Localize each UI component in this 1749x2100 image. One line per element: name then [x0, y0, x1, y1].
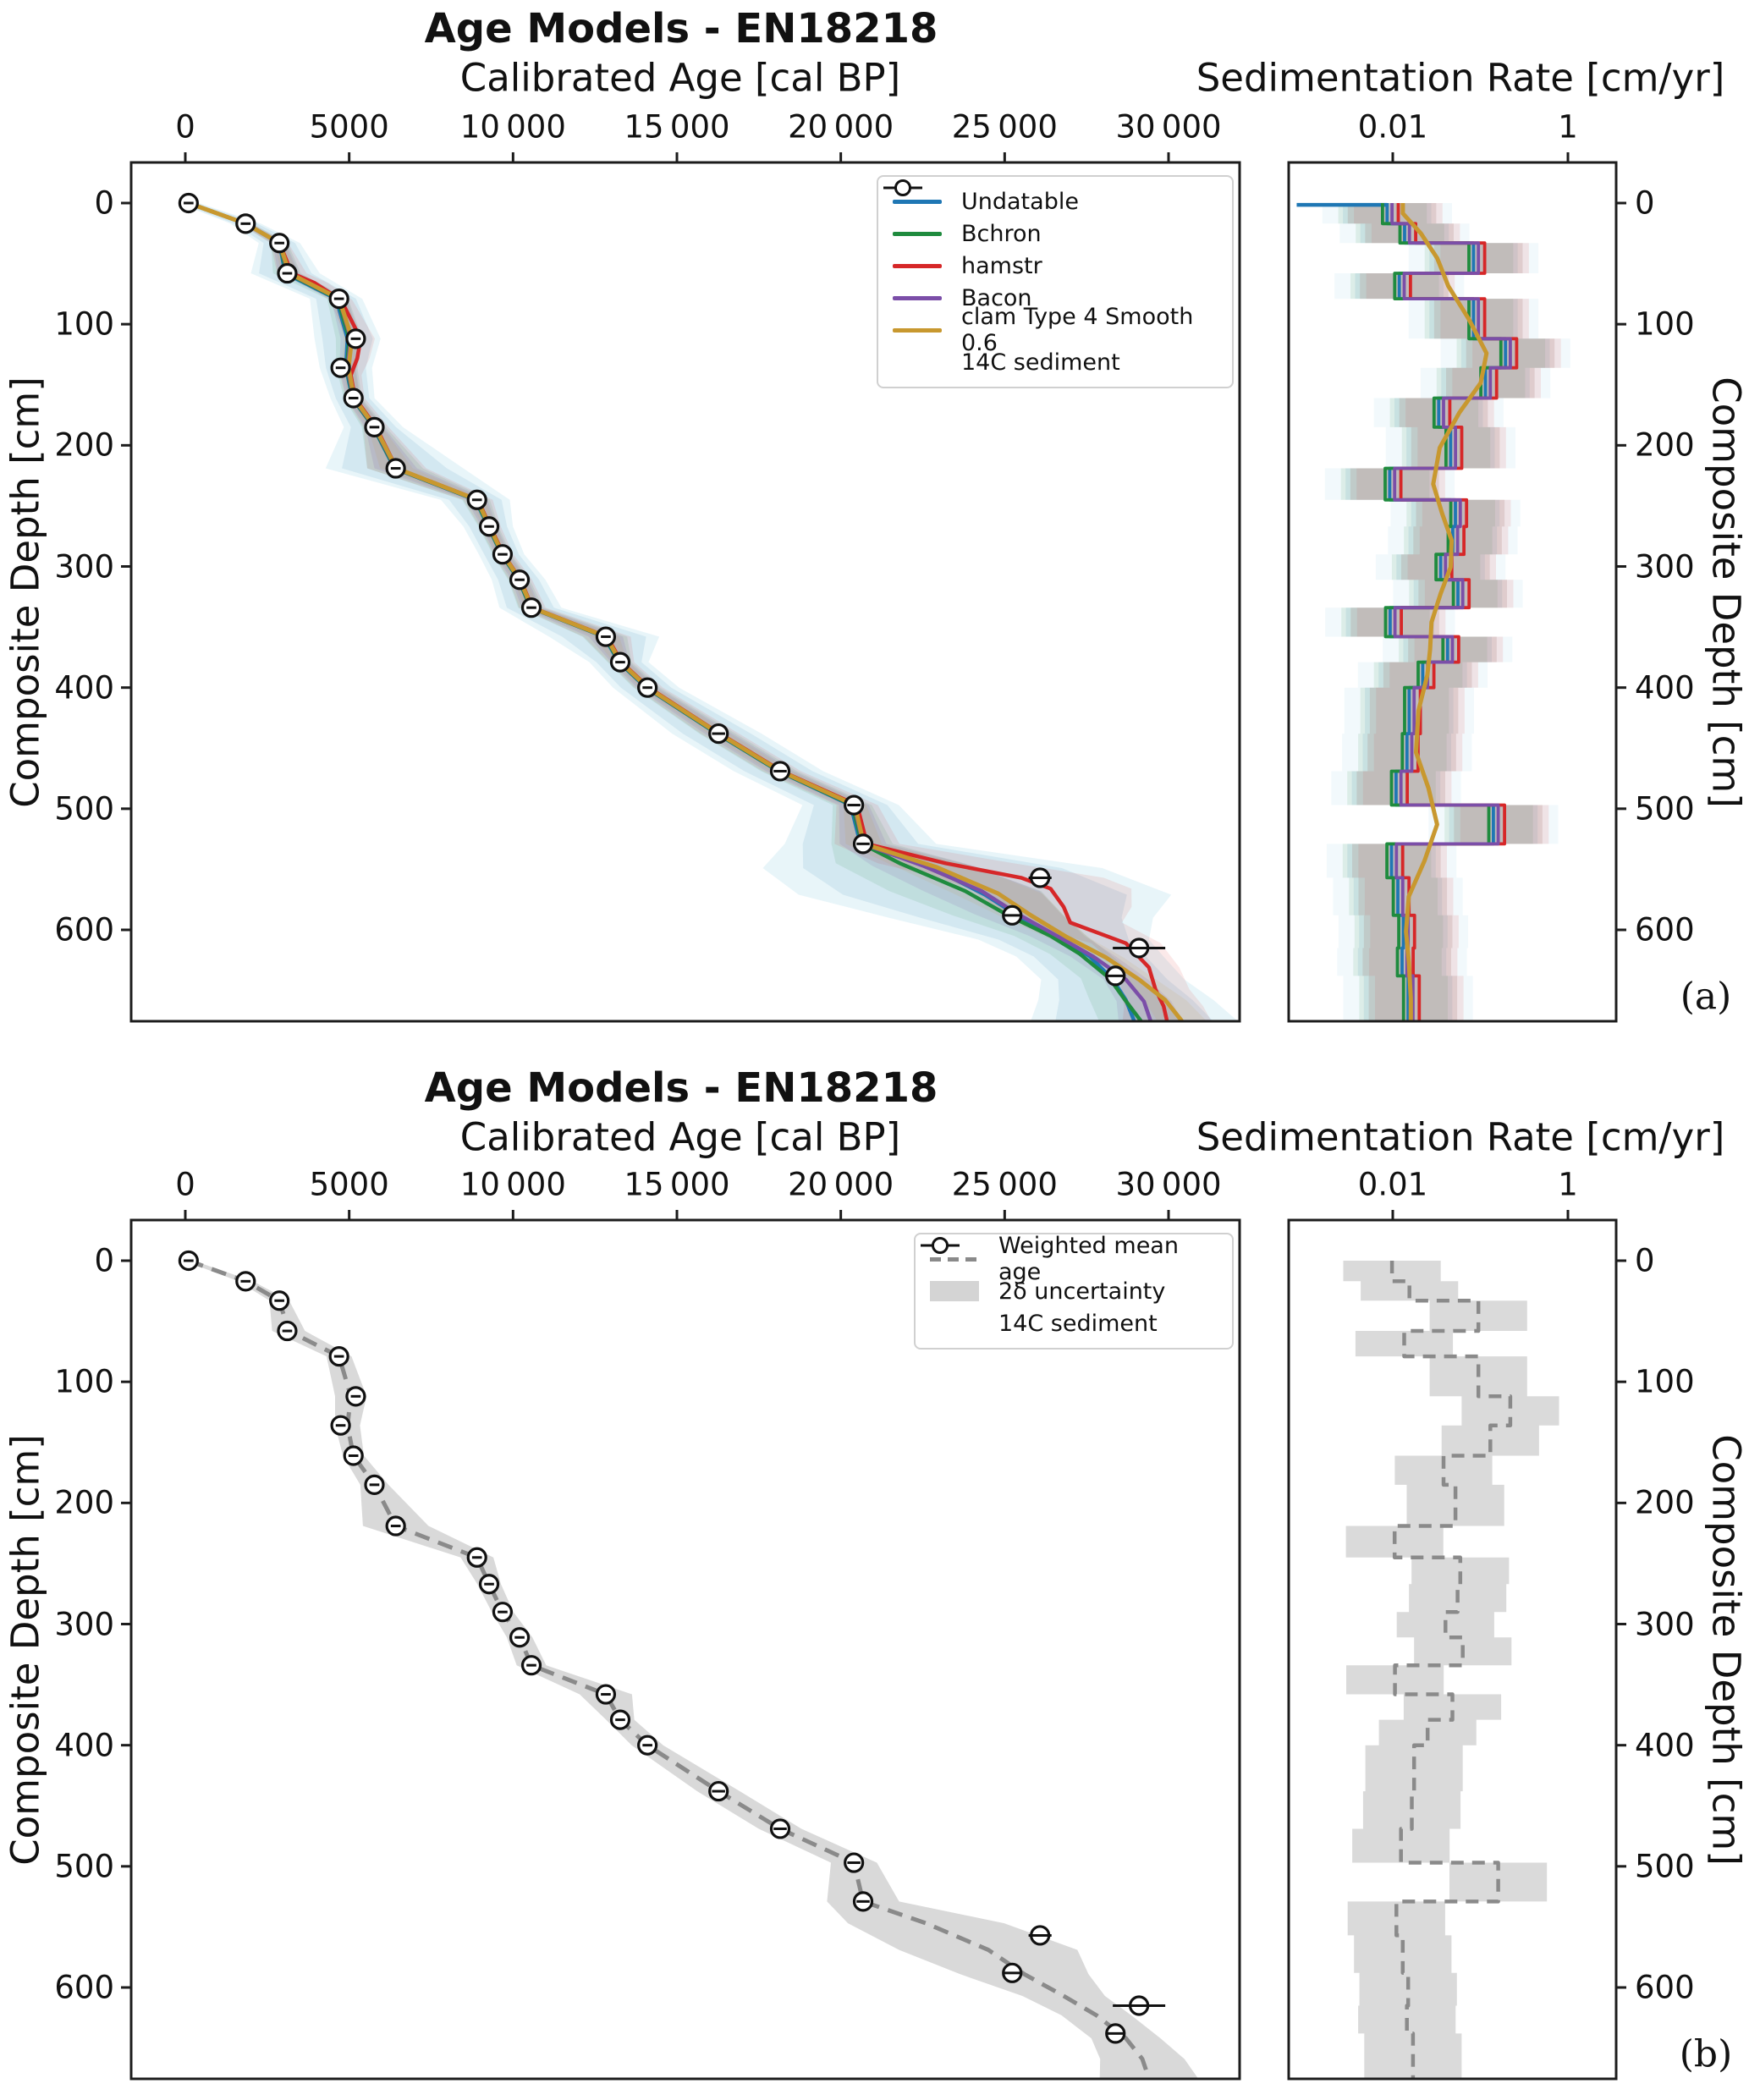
age-tick-label-b: 30 000 [1115, 1166, 1222, 1203]
rate-tick-label-a: 1 [1558, 108, 1578, 146]
legend-label: hamstr [961, 252, 1042, 279]
depth-tick-label-left-b: 500 [54, 1848, 114, 1885]
depth-tick-label-left-a: 600 [54, 911, 114, 948]
depth-tick-label-right-a: 0 [1635, 184, 1655, 222]
age-depth-plot-b [178, 1250, 1198, 2079]
legend-swatch-line-icon [890, 231, 944, 236]
depth-tick-label-left-b: 200 [54, 1484, 114, 1521]
sed-rate-plot-b [1295, 1261, 1559, 2079]
legend-swatch-line-icon [890, 327, 944, 333]
panel-b-depth-axis-label-right: Composite Depth [cm] [1703, 1434, 1749, 1866]
legend-item: Bacon [890, 282, 1220, 314]
panel-b-age-axis-label: Calibrated Age [cal BP] [459, 1114, 901, 1160]
panel-a-rate-axis-label: Sedimentation Rate [cm/yr] [1196, 55, 1725, 101]
panel-b-title: Age Models - EN18218 [424, 1064, 938, 1112]
age-tick-label-a: 0 [175, 108, 195, 146]
legend-label: Undatable [961, 188, 1079, 215]
legend-label: 2δ uncertainty [998, 1278, 1166, 1305]
depth-tick-label-right-b: 100 [1635, 1363, 1695, 1400]
age-tick-label-b: 25 000 [951, 1166, 1058, 1203]
legend-label: Bacon [961, 284, 1032, 311]
legend-swatch-line-icon [890, 295, 944, 300]
panel-a-title: Age Models - EN18218 [424, 5, 938, 52]
age-tick-label-a: 10 000 [459, 108, 566, 146]
depth-tick-label-right-a: 200 [1635, 426, 1695, 464]
sed-rate-plot-a [1289, 202, 1570, 1021]
age-tick-label-b: 10 000 [459, 1166, 566, 1203]
rate-tick-label-b: 0.01 [1357, 1166, 1428, 1203]
age-tick-label-a: 25 000 [951, 108, 1058, 146]
legend-label: clam Type 4 Smooth 0.6 [961, 304, 1194, 356]
age-depth-plot-a [178, 192, 1238, 1021]
panel-b-tag: (b) [1679, 2032, 1733, 2076]
depth-tick-label-right-b: 0 [1635, 1242, 1655, 1279]
legend-panel-a: Undatable Bchron hamstr Bacon clam Type 4 Sm… [877, 175, 1234, 388]
depth-tick-label-left-a: 500 [54, 790, 114, 827]
age-tick-label-a: 5000 [309, 108, 389, 146]
legend-swatch-line-icon [890, 199, 944, 204]
depth-tick-label-left-b: 100 [54, 1363, 114, 1400]
age-tick-label-b: 5000 [309, 1166, 389, 1203]
depth-tick-label-right-b: 400 [1635, 1727, 1695, 1764]
depth-tick-label-right-a: 600 [1635, 911, 1695, 948]
legend-item: Undatable [890, 185, 1220, 217]
panel-a-depth-axis-label-right: Composite Depth [cm] [1703, 377, 1749, 808]
age-tick-label-a: 30 000 [1115, 108, 1222, 146]
legend-swatch-patch-icon [927, 1281, 982, 1301]
depth-tick-label-right-b: 200 [1635, 1484, 1695, 1521]
depth-tick-label-right-a: 300 [1635, 548, 1695, 585]
depth-tick-label-left-b: 0 [94, 1242, 114, 1279]
age-tick-label-a: 20 000 [788, 108, 894, 146]
panel-a-age-axis-label: Calibrated Age [cal BP] [459, 55, 901, 101]
age-tick-label-b: 15 000 [624, 1166, 730, 1203]
depth-tick-label-left-b: 300 [54, 1606, 114, 1642]
legend-item: 14C sediment [921, 1237, 1220, 1339]
legend-panel-b: Weighted mean age 2δ uncertainty 14C sedim… [914, 1233, 1234, 1350]
legend-item: clam Type 4 Smooth 0.6 [890, 304, 1220, 356]
rate-tick-label-a: 0.01 [1357, 108, 1428, 146]
legend-label: Weighted mean age [998, 1233, 1179, 1285]
depth-tick-label-right-a: 500 [1635, 790, 1695, 827]
depth-tick-label-left-a: 0 [94, 184, 114, 222]
legend-item: 14C sediment [883, 179, 1220, 378]
legend-item: hamstr [890, 250, 1220, 282]
depth-tick-label-left-a: 300 [54, 548, 114, 585]
legend-label: Bchron [961, 220, 1042, 247]
panel-b-rate-axis-label: Sedimentation Rate [cm/yr] [1196, 1114, 1725, 1160]
legend-label: 14C sediment [998, 1310, 1158, 1337]
depth-tick-label-left-a: 100 [54, 305, 114, 343]
depth-tick-label-right-b: 600 [1635, 1969, 1695, 2006]
panel-a-depth-axis-label-left: Composite Depth [cm] [3, 377, 48, 808]
depth-tick-label-left-b: 600 [54, 1969, 114, 2006]
panel-a-tag: (a) [1680, 975, 1732, 1019]
depth-tick-label-left-a: 400 [54, 669, 114, 706]
depth-tick-label-left-b: 400 [54, 1727, 114, 1764]
rate-tick-label-b: 1 [1558, 1166, 1578, 1203]
depth-tick-label-right-a: 100 [1635, 305, 1695, 343]
legend-item: 2δ uncertainty [927, 1275, 1220, 1307]
panel-b-depth-axis-label-left: Composite Depth [cm] [3, 1434, 48, 1866]
age-tick-label-b: 20 000 [788, 1166, 894, 1203]
legend-item: Weighted mean age [927, 1233, 1220, 1285]
legend-swatch-dashed-line-icon [927, 1256, 982, 1262]
legend-swatch-line-icon [890, 263, 944, 268]
age-tick-label-b: 0 [175, 1166, 195, 1203]
depth-tick-label-left-a: 200 [54, 426, 114, 464]
legend-label: 14C sediment [961, 349, 1120, 376]
depth-tick-label-right-a: 400 [1635, 669, 1695, 706]
age-tick-label-a: 15 000 [624, 108, 730, 146]
depth-tick-label-right-b: 300 [1635, 1606, 1695, 1642]
depth-tick-label-right-b: 500 [1635, 1848, 1695, 1885]
legend-item: Bchron [890, 217, 1220, 250]
